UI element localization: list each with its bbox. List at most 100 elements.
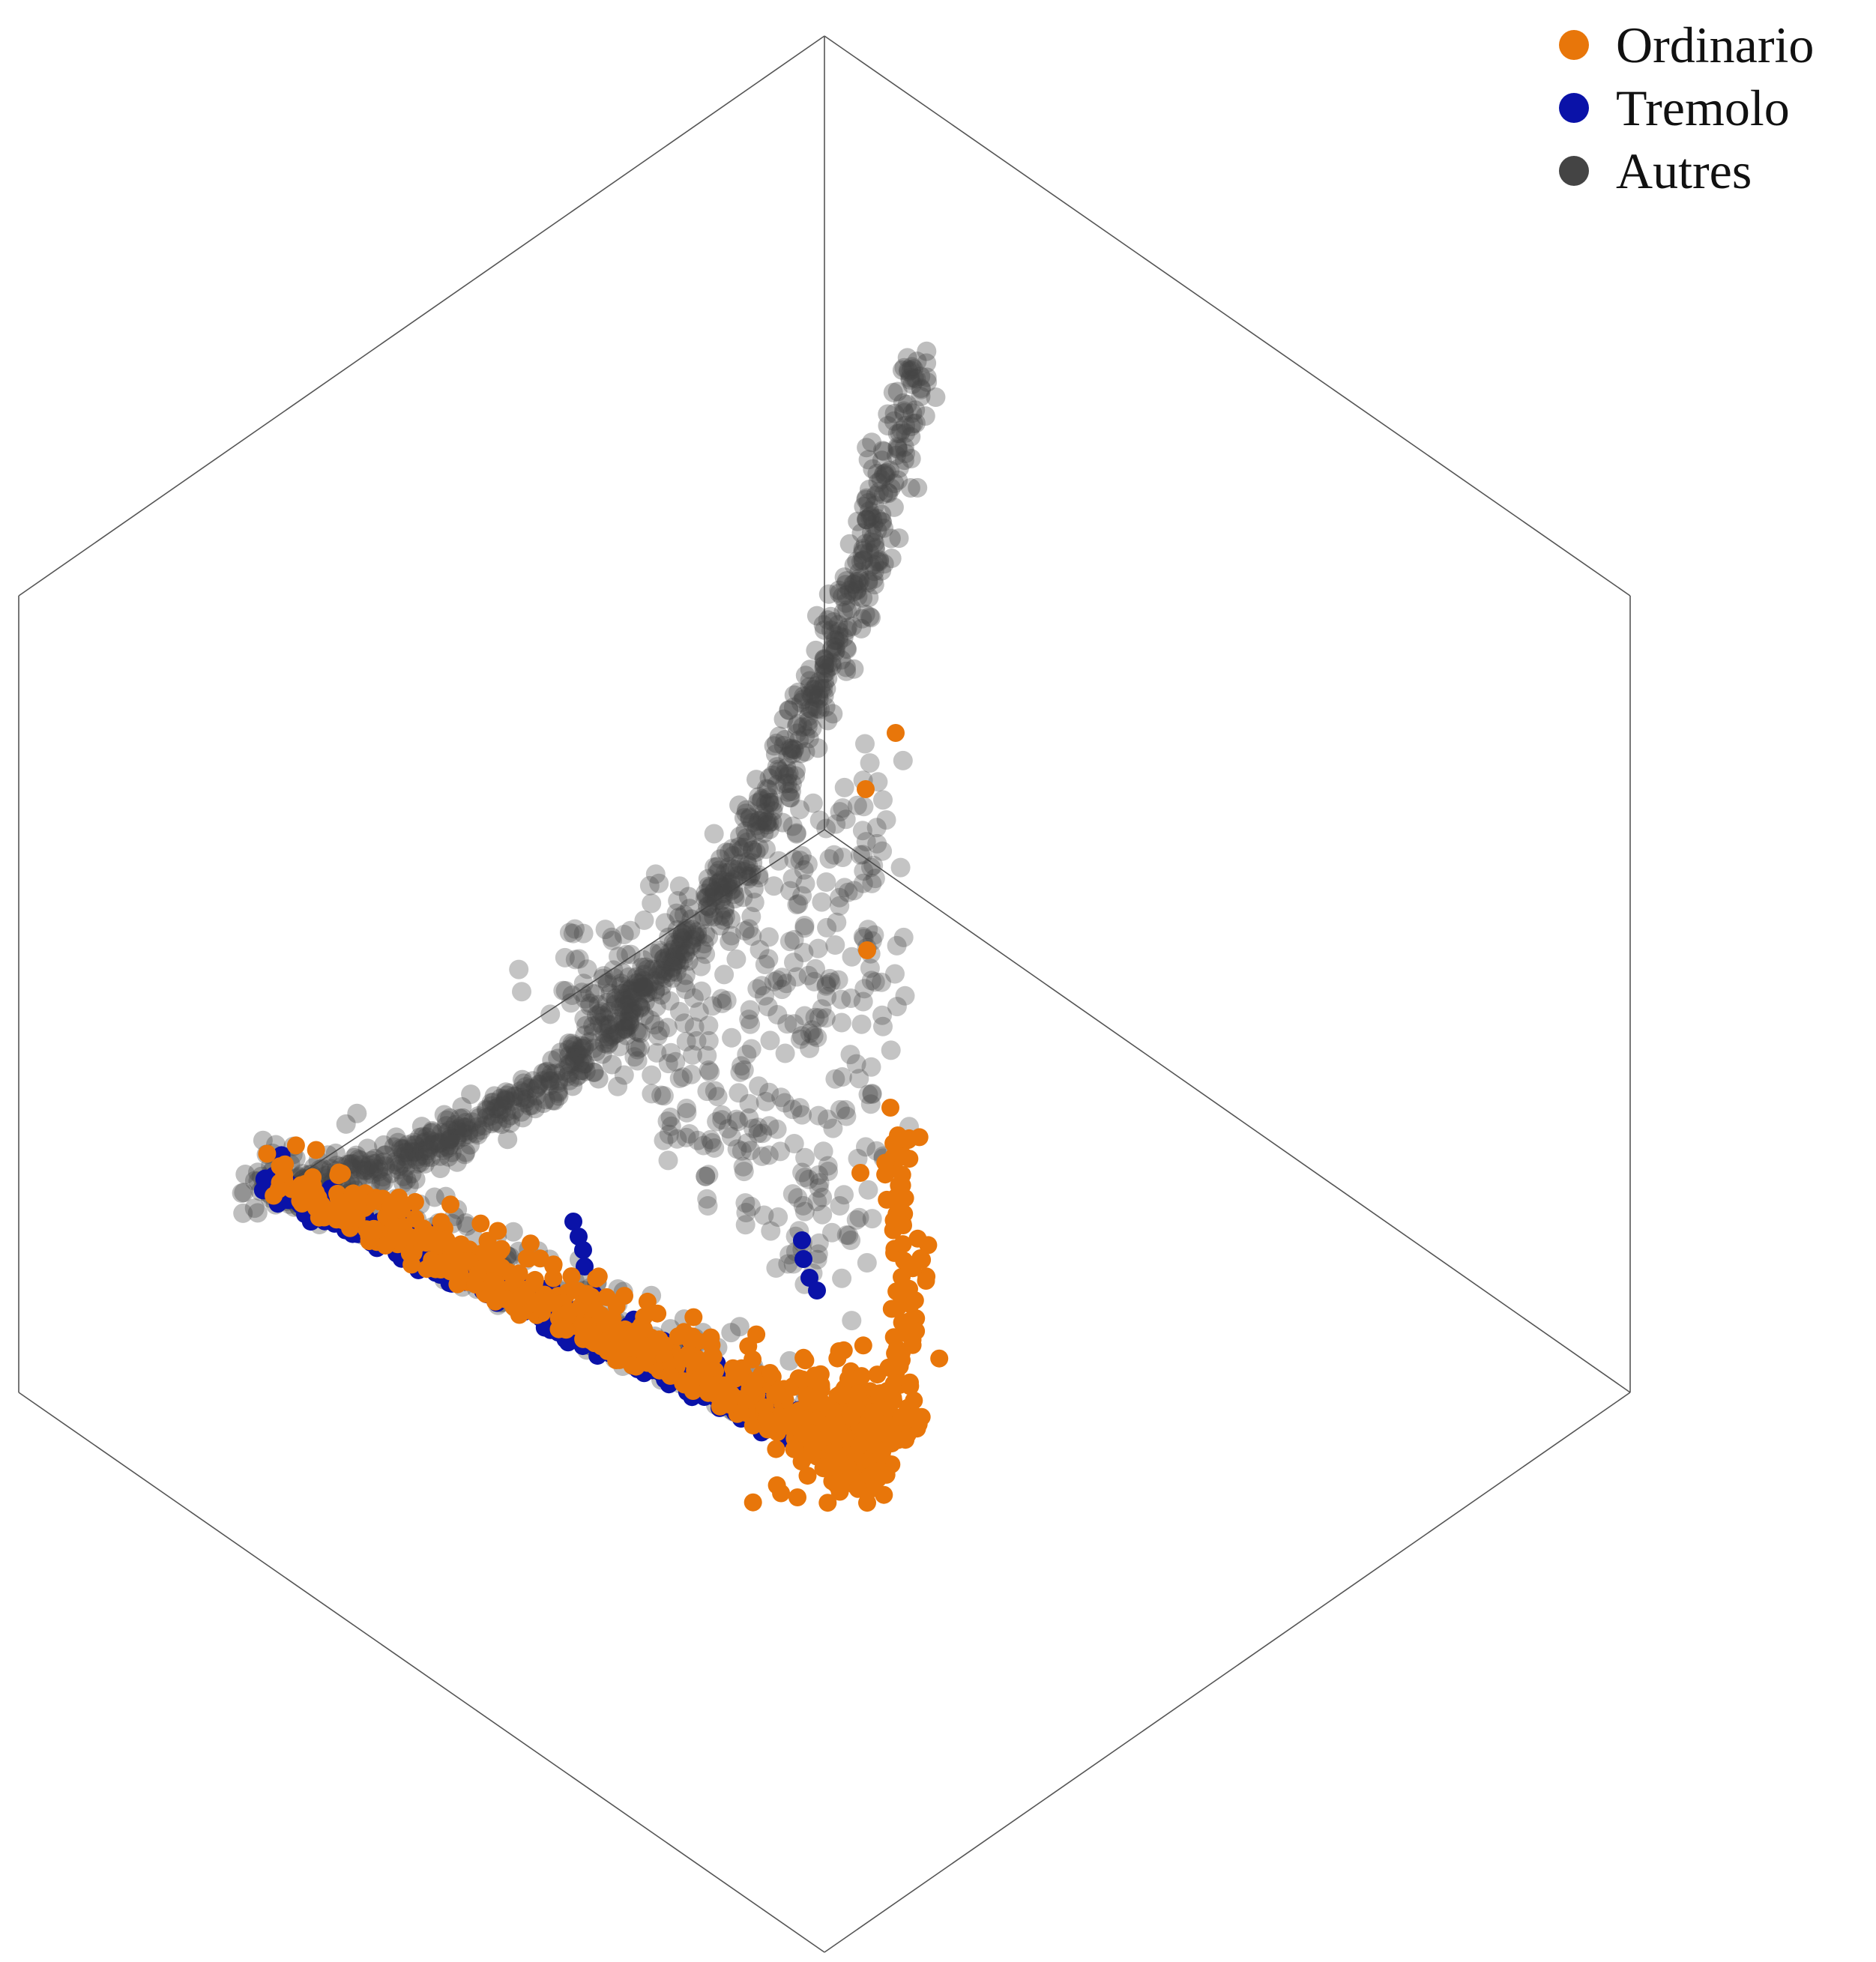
autres-point [526, 1086, 546, 1106]
autres-point [790, 800, 810, 820]
autres-point [721, 881, 741, 901]
autres-point [684, 925, 705, 945]
autres-point [595, 920, 615, 940]
ordinario-point [827, 1475, 845, 1494]
ordinario-point [911, 1249, 930, 1267]
autres-point [429, 1132, 449, 1153]
autres-point [614, 1018, 634, 1039]
autres-point [807, 698, 827, 719]
autres-point [600, 983, 621, 1003]
autres-point [573, 1038, 594, 1058]
autres-point [853, 991, 873, 1012]
autres-point [737, 860, 756, 880]
autres-point [757, 815, 777, 835]
autres-point [503, 1222, 523, 1242]
autres-point [798, 698, 818, 718]
autres-point [680, 899, 700, 919]
autres-point [566, 1045, 586, 1065]
autres-point [636, 957, 656, 977]
ordinario-point [882, 1300, 901, 1318]
autres-point [873, 790, 893, 810]
autres-point [579, 1032, 600, 1052]
autres-point [548, 1083, 568, 1103]
autres-point [529, 1075, 549, 1095]
autres-point [735, 921, 755, 941]
autres-point [871, 469, 891, 489]
autres-point [540, 1071, 560, 1091]
autres-point [811, 679, 831, 699]
autres-point [513, 1108, 533, 1128]
autres-point [876, 810, 896, 830]
autres-point [633, 950, 654, 970]
ordinario-point [757, 1410, 776, 1428]
autres-point [794, 860, 814, 880]
autres-point [815, 672, 834, 692]
ordinario-point [635, 1308, 654, 1326]
autres-point [747, 793, 767, 813]
autres-point [736, 803, 756, 824]
autres-point [633, 971, 654, 991]
autres-point [775, 773, 795, 794]
autres-point [738, 869, 758, 889]
autres-point [804, 680, 824, 700]
ordinario-point [331, 1192, 349, 1211]
autres-point [896, 444, 915, 463]
autres-point [628, 1022, 648, 1042]
autres-point [555, 947, 575, 968]
autres-point [694, 934, 714, 954]
autres-point [663, 958, 683, 978]
autres-point [800, 677, 820, 697]
autres-point [461, 1084, 481, 1105]
autres-point [873, 1016, 893, 1036]
autres-point [708, 872, 729, 893]
autres-point [624, 1047, 645, 1067]
autres-point [770, 761, 790, 781]
autres-point [500, 1083, 519, 1103]
autres-point [755, 955, 775, 974]
autres-point [642, 1084, 662, 1104]
autres-point [773, 735, 794, 755]
autres-point [865, 972, 885, 992]
ordinario-point [578, 1287, 597, 1305]
autres-point [619, 1000, 639, 1021]
autres-point [737, 866, 757, 886]
autres-point [784, 1014, 804, 1034]
autres-point [755, 794, 776, 814]
autres-point [714, 910, 734, 930]
legend-item-ordinario: Ordinario [1559, 13, 1814, 76]
autres-point [404, 1132, 424, 1153]
autres-point [807, 1192, 827, 1212]
autres-point [643, 959, 663, 980]
autres-point [860, 1094, 881, 1114]
autres-point [817, 917, 837, 938]
autres-point [862, 873, 882, 893]
autres-point [748, 811, 768, 831]
autres-point [861, 506, 881, 526]
autres-point [671, 935, 691, 956]
autres-point [839, 580, 860, 600]
autres-point [432, 1123, 452, 1143]
autres-point [704, 887, 724, 908]
autres-point [462, 1112, 483, 1132]
autres-point [616, 1019, 636, 1039]
autres-point [851, 552, 871, 572]
autres-point [823, 1118, 843, 1138]
series-autres [232, 341, 946, 1488]
autres-point [608, 1023, 628, 1043]
autres-point [786, 716, 806, 736]
autres-point [830, 887, 849, 908]
autres-point [436, 1136, 456, 1156]
ordinario-point [575, 1327, 594, 1346]
autres-point [746, 842, 766, 862]
autres-point [549, 1086, 569, 1106]
autres-point [467, 1117, 487, 1137]
autres-point [355, 1160, 375, 1180]
autres-point [692, 940, 712, 960]
autres-point [874, 441, 894, 462]
autres-point [878, 483, 898, 502]
ordinario-point [452, 1235, 470, 1254]
autres-point [702, 876, 722, 896]
ordinario-point [803, 1439, 821, 1458]
autres-point [352, 1159, 371, 1180]
autres-point [777, 766, 797, 786]
